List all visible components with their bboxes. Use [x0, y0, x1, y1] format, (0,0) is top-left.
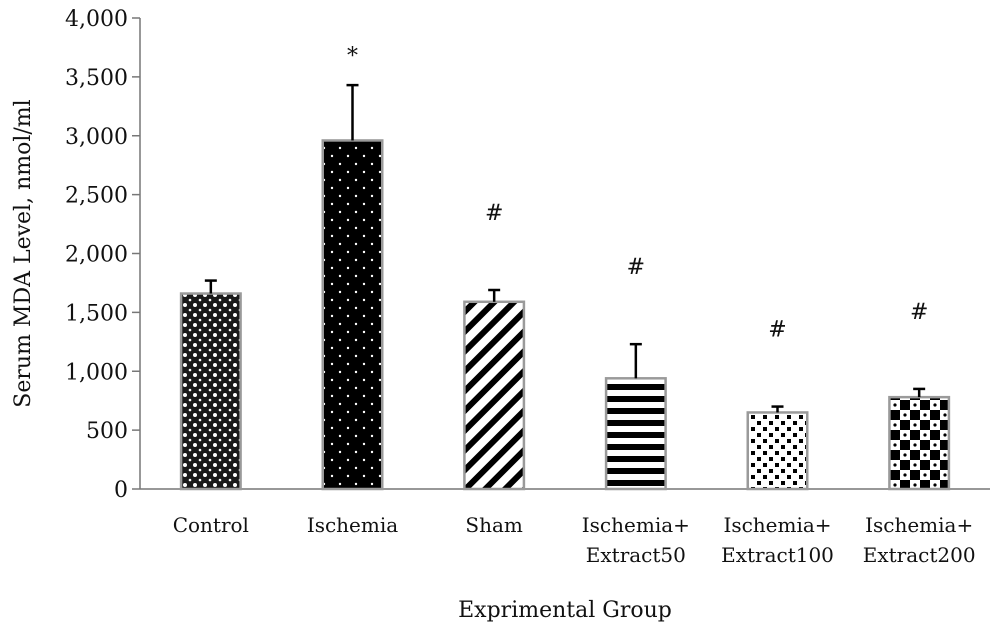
- y-tick-label: 0: [114, 478, 128, 503]
- category-label-3: Ischemia+: [582, 513, 690, 537]
- category-label-1: Ischemia: [307, 513, 398, 537]
- y-tick-label: 3,000: [65, 125, 128, 150]
- category-label-3: Extract50: [586, 543, 686, 567]
- y-tick-label: 1,500: [65, 301, 128, 326]
- significance-marker-1: *: [347, 44, 358, 69]
- significance-markers: * # # # #: [347, 44, 928, 342]
- y-tick-label: 2,000: [65, 243, 128, 268]
- bars: [179, 139, 951, 491]
- bar-2: [463, 300, 526, 491]
- bar-1: [321, 139, 384, 491]
- y-axis-title: Serum MDA Level, nmol/ml: [11, 99, 36, 407]
- y-axis: 0 500 1,000 1,500 2,000 2,500 3,000 3,500 4,000: [65, 7, 141, 503]
- category-label-5: Extract200: [863, 543, 976, 567]
- bar-3: [604, 377, 667, 491]
- category-label-4: Ischemia+: [723, 513, 831, 537]
- y-tick-label: 3,500: [65, 66, 128, 91]
- y-tick-label: 2,500: [65, 184, 128, 209]
- bar-5: [888, 395, 951, 491]
- x-axis-title: Exprimental Group: [458, 598, 672, 623]
- y-tick-label: 4,000: [65, 7, 128, 32]
- significance-marker-3: #: [627, 255, 645, 280]
- y-tick-label: 1,000: [65, 360, 128, 385]
- significance-marker-4: #: [768, 318, 786, 343]
- category-label-0: Control: [173, 513, 249, 537]
- category-label-4: Extract100: [721, 543, 834, 567]
- error-bars: [204, 83, 926, 413]
- y-tick-label: 500: [86, 419, 128, 444]
- category-labels: Control Ischemia Sham Ischemia+ Extract50 Isc…: [173, 513, 976, 567]
- significance-marker-5: #: [910, 300, 928, 325]
- bar-0: [179, 292, 242, 491]
- category-label-5: Ischemia+: [865, 513, 973, 537]
- significance-marker-2: #: [485, 201, 503, 226]
- category-label-2: Sham: [465, 513, 523, 537]
- bar-4: [746, 411, 809, 491]
